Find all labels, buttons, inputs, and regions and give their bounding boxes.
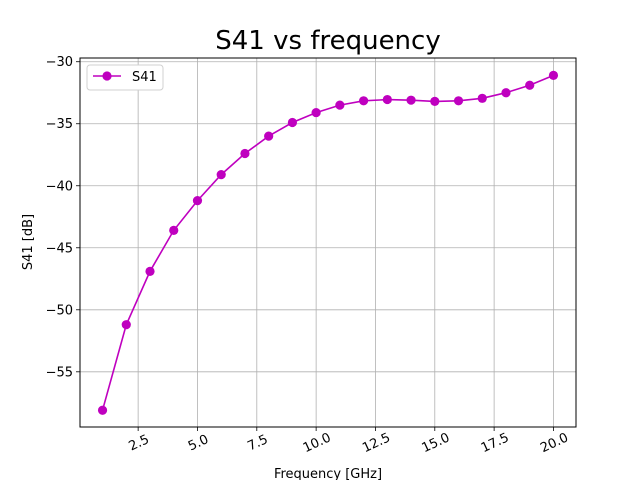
legend-marker-swatch	[102, 71, 112, 81]
y-axis-label: S41 [dB]	[21, 214, 36, 270]
data-point	[264, 131, 274, 141]
y-tick-label: −35	[46, 117, 73, 132]
y-tick-label: −50	[46, 303, 73, 318]
series-layer	[97, 70, 559, 415]
data-point	[501, 88, 511, 98]
data-point	[358, 96, 369, 106]
data-point	[311, 107, 321, 118]
data-point	[406, 95, 416, 105]
chart-title: S41 vs frequency	[215, 26, 440, 56]
data-point	[169, 225, 179, 236]
plot-frame	[79, 57, 577, 428]
y-tick-label: −40	[46, 179, 73, 194]
y-tick-label: −55	[46, 365, 73, 380]
legend-label-s41: S41	[132, 70, 157, 85]
data-point	[477, 93, 487, 103]
data-point	[145, 266, 155, 276]
legend-box	[86, 64, 164, 91]
data-point	[382, 94, 392, 105]
data-point	[453, 96, 464, 106]
x-axis-label: Frequency [GHz]	[274, 467, 382, 480]
data-point	[287, 117, 298, 128]
data-point	[430, 96, 440, 107]
data-point	[192, 196, 203, 206]
grid	[80, 58, 576, 427]
data-point	[335, 100, 345, 110]
legend: S41	[86, 64, 164, 91]
data-point	[525, 80, 535, 90]
y-tick-label: −30	[46, 55, 73, 70]
data-point	[240, 148, 250, 159]
data-point	[216, 169, 226, 180]
data-point	[97, 405, 108, 415]
data-point	[548, 70, 559, 80]
y-tick-label: −45	[46, 241, 73, 256]
data-point	[121, 320, 131, 330]
